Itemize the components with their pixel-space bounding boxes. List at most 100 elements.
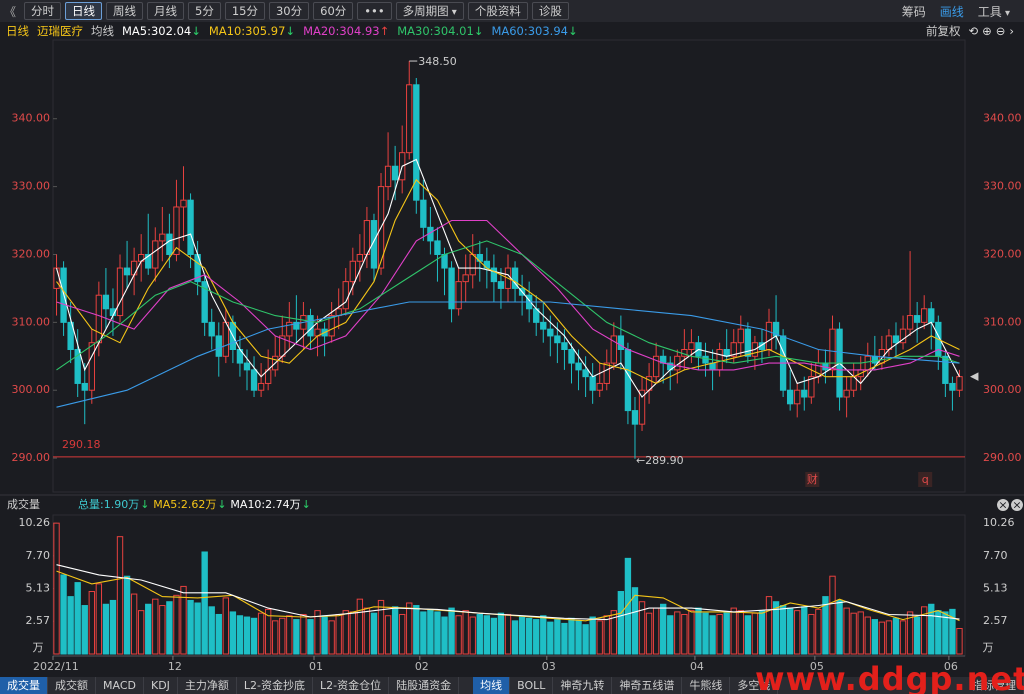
candle-body [243,362,251,371]
volume-bar [370,612,378,655]
period-button[interactable]: 诊股 [531,2,569,20]
tool-button[interactable]: 筹码 [901,4,926,19]
overlay-tab[interactable]: 神奇九转 [553,677,613,694]
candle-body [130,260,138,276]
indicator-tab[interactable]: MACD [96,677,144,694]
period-button[interactable]: 月线 [147,2,185,20]
volume-bar [617,591,625,655]
volume-bar [674,611,681,655]
candle-body [652,355,660,378]
adjust-mode[interactable]: 前复权 [925,24,961,38]
candle-body [794,389,801,405]
ma-legend: MA5:302.04↓ MA10:305.97↓ MA20:304.93↑ MA30:… [122,24,586,38]
candle-body [511,267,519,289]
volume-bar [695,607,702,655]
period-button[interactable]: 5分 [188,2,221,20]
period-button[interactable]: 周线 [106,2,144,20]
volume-bar [434,611,441,655]
period-button[interactable]: 60分 [313,2,354,20]
candle-body [469,253,476,276]
ma-trend: ↓ [191,24,201,38]
overlay-tab[interactable]: 神奇五线谱 [612,677,683,694]
candle-body [561,342,568,351]
x-tick-label: 06 [944,660,958,673]
close-icon[interactable] [997,499,1009,511]
overlay-tab[interactable]: 多空线 [730,677,779,694]
candle-body [53,267,60,289]
candle-body [222,321,230,357]
indicator-tabs: 成交量 成交额 MACD KDJ 主力净额 L2-资金抄底 L2-资金仓位 陆股通资金 均线 BO… [0,677,1024,694]
volume-bar [885,620,893,655]
indicator-tab[interactable]: 陆股通资金 [389,677,460,694]
volume-bar [490,617,498,655]
volume-bar [737,610,744,655]
indicator-tab[interactable]: 主力净额 [178,677,237,694]
volume-bar [236,615,244,655]
candle-body [413,84,420,201]
candle-body [928,308,935,323]
period-button[interactable]: 多周期图 [395,2,464,20]
volume-bar [518,616,526,655]
candle-body [949,382,956,391]
candle-body [744,328,752,357]
x-tick-label: 12 [168,660,182,673]
volume-bar [645,612,653,655]
y-tick-label: 290.00 [12,451,51,464]
period-button[interactable]: 15分 [224,2,265,20]
candle-body [88,342,95,391]
indicator-tab[interactable]: L2-资金抄底 [237,677,314,694]
volume-bar [878,621,886,655]
period-button[interactable]: 分时 [24,2,62,20]
candle-body [328,315,335,337]
volume-bar [772,601,780,655]
volume-bar [794,610,801,655]
volume-bar [871,619,879,655]
candle-body [180,199,187,208]
period-button[interactable]: 30分 [268,2,310,20]
volume-bar [554,619,561,655]
back-button[interactable]: 《 [4,4,17,19]
candle-body [638,389,646,425]
volume-bar [180,585,187,655]
indicator-tab[interactable]: 成交额 [48,677,96,694]
chart-icons[interactable]: ⟲⊕⊖› [968,24,1018,38]
close-icon[interactable] [1011,499,1023,511]
indicator-tab[interactable]: L2-资金仓位 [313,677,390,694]
ma-legend-item: MA5:302.04 [122,24,192,38]
x-tick-label: 02 [415,660,429,673]
volume-bar [356,598,364,655]
candle-body [384,165,392,188]
overlay-tab[interactable]: 均线 [473,677,511,694]
candle-body [123,267,131,276]
overlay-tab[interactable]: BOLL [510,677,554,694]
volume-bar [448,607,455,655]
volume-bar [843,607,850,655]
indicator-tab[interactable]: 成交量 [0,677,48,694]
volume-bar [956,627,963,655]
candle-body [257,382,265,391]
volume-unit: 万 [33,641,44,654]
candle-body [434,240,441,255]
candle-body [808,376,815,398]
period-button[interactable]: 个股资料 [467,2,528,20]
candle-body [166,233,173,255]
high-label: 348.50 [418,55,457,68]
indicator-tab[interactable]: KDJ [144,677,178,694]
tool-button[interactable]: 工具 [978,3,1010,20]
low-label: ←289.90 [636,454,684,467]
period-button[interactable]: 日线 [65,2,103,20]
candle-body [342,281,349,310]
volume-bar [575,620,582,655]
candle-body [540,321,547,330]
period-button[interactable]: ••• [357,2,392,20]
tool-button[interactable]: 画线 [939,4,964,19]
candle-body [116,267,124,317]
y-tick-label-right: 320.00 [983,247,1022,260]
candle-body [490,267,498,283]
volume-bar [159,605,166,655]
volume-bar [130,593,138,655]
candle-body [631,410,639,425]
volume-bar [363,607,371,655]
event-marker-bg [805,472,820,487]
overlay-tab[interactable]: 牛熊线 [682,677,731,694]
